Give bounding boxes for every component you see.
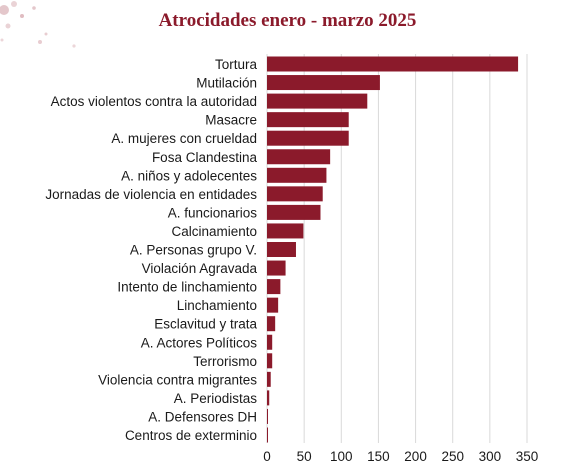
bar [267, 75, 380, 91]
x-tick-label: 0 [263, 449, 271, 464]
bar [267, 112, 349, 128]
chart-title: Atrocidades enero - marzo 2025 [158, 10, 417, 31]
category-label: Esclavitud y trata [154, 317, 257, 332]
category-label: A. Defensores DH [148, 409, 257, 424]
bar [267, 408, 268, 424]
category-label: A. funcionarios [168, 205, 258, 220]
bar [267, 353, 273, 369]
decorative-splatter [0, 1, 76, 48]
bar [267, 149, 331, 165]
x-tick-label: 100 [330, 449, 353, 464]
category-label: Intento de linchamiento [117, 280, 257, 295]
bar [267, 167, 327, 183]
bar [267, 186, 323, 202]
bar [267, 427, 268, 443]
bar [267, 93, 368, 109]
x-tick-label: 350 [516, 449, 539, 464]
category-label: Fosa Clandestina [152, 150, 258, 165]
bar [267, 390, 270, 406]
bar [267, 242, 296, 257]
x-tick-label: 250 [441, 449, 464, 464]
bar [267, 56, 519, 72]
category-label: A. niños y adolecentes [121, 168, 257, 183]
category-label: Centros de exterminio [125, 428, 257, 443]
category-label: A. Personas grupo V. [130, 243, 257, 258]
bar [267, 334, 273, 350]
bar [267, 223, 304, 239]
category-label: Linchamiento [177, 298, 257, 313]
category-label: Terrorismo [193, 354, 257, 369]
category-label: Actos violentos contra la autoridad [51, 94, 257, 109]
x-tick-label: 50 [297, 449, 312, 464]
category-label: A. Actores Políticos [141, 335, 258, 350]
category-label: A. Periodistas [174, 391, 258, 406]
x-tick-label: 300 [479, 449, 502, 464]
category-label: Calcinamiento [171, 224, 257, 239]
category-label: Mutilación [196, 76, 257, 91]
bar [267, 371, 271, 387]
category-label: Jornadas de violencia en entidades [45, 187, 257, 202]
category-label: Violación Agravada [142, 261, 258, 276]
category-label: Violencia contra migrantes [98, 372, 257, 387]
category-label: A. mujeres con crueldad [111, 131, 257, 146]
bar [267, 316, 276, 332]
x-tick-label: 150 [367, 449, 390, 464]
x-tick-label: 200 [404, 449, 427, 464]
category-label: Masacre [205, 113, 257, 128]
category-label: Tortura [215, 57, 258, 72]
bar [267, 297, 279, 313]
bar [267, 130, 349, 146]
bar [267, 260, 286, 276]
bar [267, 279, 281, 295]
bar [267, 204, 321, 220]
